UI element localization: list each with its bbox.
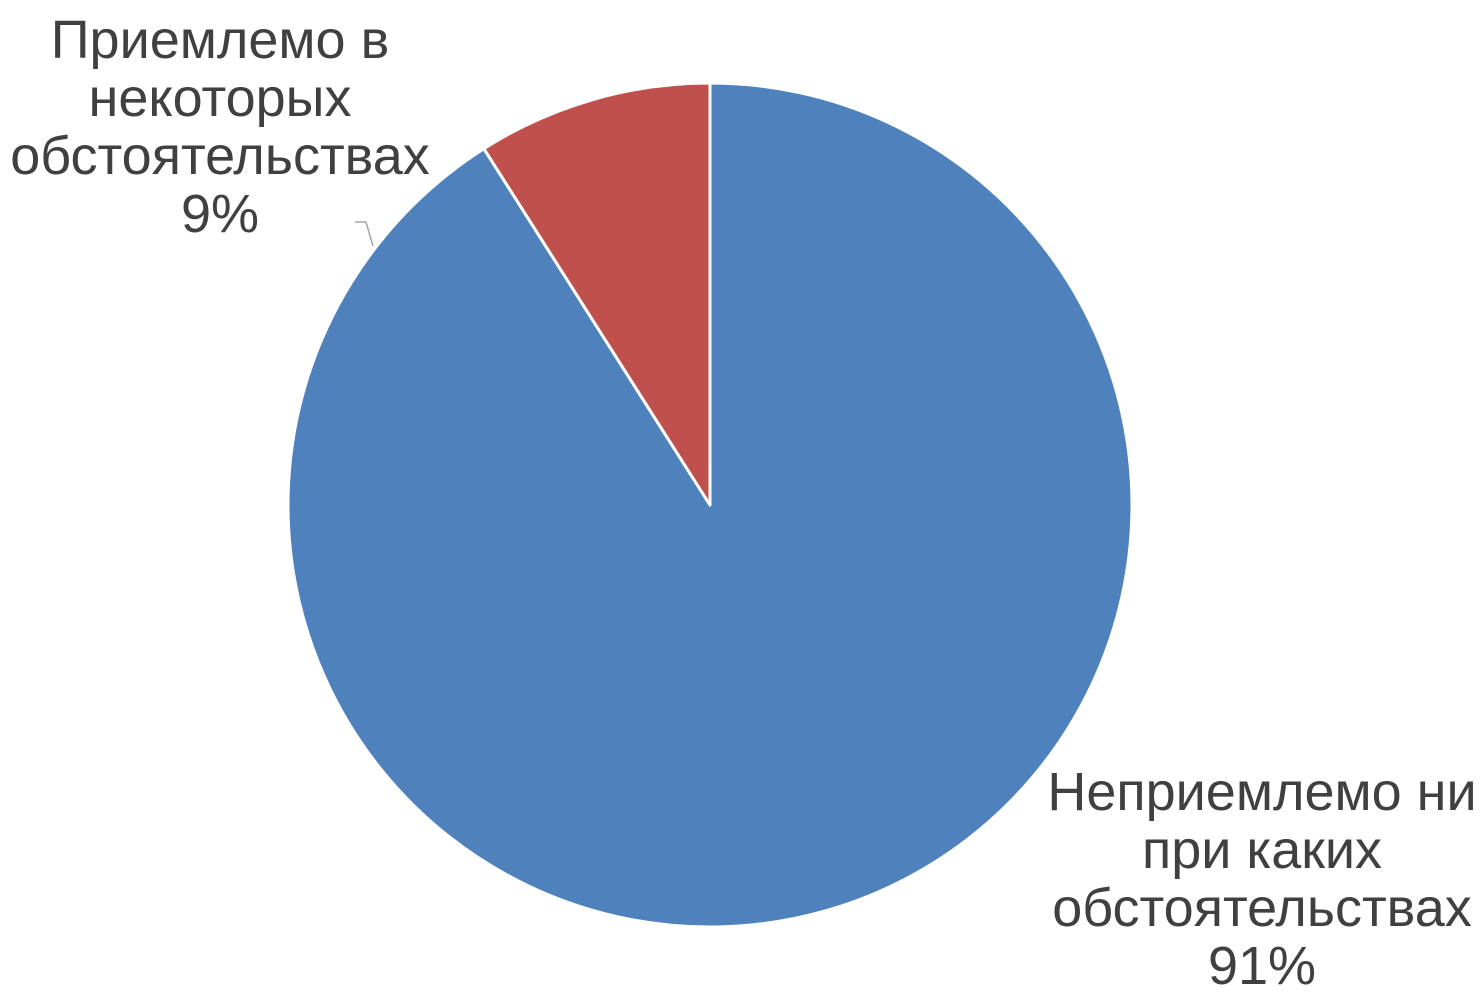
label-unacceptable-line: обстоятельствах [1052,878,1472,938]
label-acceptable-some-line: 9% [181,184,259,244]
label-unacceptable-line: при каких [1142,820,1382,880]
label-acceptable-some: Приемлемо в некоторых обстоятельствах 9% [10,10,430,244]
leader-lines [355,221,374,247]
label-acceptable-some-line: обстоятельствах [10,126,430,186]
slice-unacceptable [286,81,1134,929]
leader-line-acceptable-some [355,221,374,247]
pie-slices [286,81,1134,929]
label-unacceptable: Неприемлемо ни при каких обстоятельствах 91… [1047,762,1476,992]
label-unacceptable-line: Неприемлемо ни [1047,762,1476,822]
label-unacceptable-line: 91% [1208,936,1316,992]
slice-acceptable-some [482,81,712,507]
data-labels: Неприемлемо ни при каких обстоятельствах 91… [10,10,1476,996]
label-acceptable-some-line: некоторых [89,68,352,128]
label-acceptable-some-line: Приемлемо в [51,10,390,70]
